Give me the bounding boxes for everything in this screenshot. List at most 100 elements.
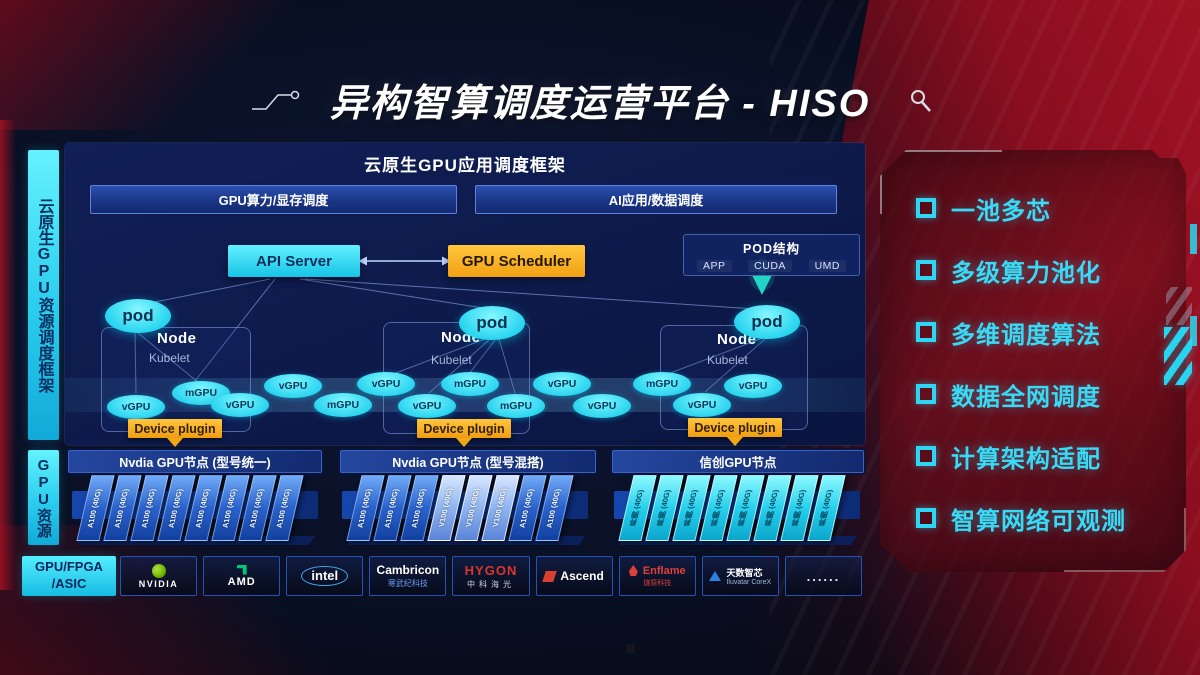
vendor-name: Cambricon <box>376 563 440 577</box>
vendor-row: NVIDIA AMD intel Cambricon 寒武纪科技 HYGON 中… <box>120 556 862 596</box>
amd-icon <box>236 564 247 575</box>
pod-struct-box: POD结构 APP CUDA UMD <box>683 234 860 276</box>
background-red-topleft <box>0 0 330 130</box>
gpu-ellipse: vGPU <box>357 372 415 396</box>
background-red-leftedge <box>0 120 16 590</box>
vendor-iluvatar: 天数智芯 Iluvatar CoreX <box>701 556 779 596</box>
gpu-ellipse: vGPU <box>533 372 591 396</box>
vendor-amd: AMD <box>203 556 281 596</box>
background-red-bottomleft <box>0 525 430 675</box>
vendor-enflame: Enflame 燧原科技 <box>618 556 696 596</box>
vendor-name: 天数智芯 <box>726 568 763 578</box>
vendor-name: NVIDIA <box>138 578 179 589</box>
square-bullet-icon <box>916 260 936 280</box>
nvidia-icon <box>151 563 166 578</box>
panel-corner-accent-br <box>1064 508 1186 572</box>
rail-cloud-native-gpu-framework: 云原生GPU资源调度框架 <box>28 150 59 440</box>
api-server-box: API Server <box>228 245 360 277</box>
bar-gpu-compute-memory-scheduling: GPU算力/显存调度 <box>90 185 457 214</box>
slide-indicator-dot <box>626 644 635 653</box>
intel-logo: intel <box>301 566 349 586</box>
gpu-ellipse: mGPU <box>172 381 230 405</box>
pod-struct-item-cuda: CUDA <box>748 260 792 272</box>
rail-hardware-line2: /ASIC <box>51 576 87 591</box>
gpu-card-group-2: A100 (40G) A100 (40G) A100 (40G) V100 (4… <box>342 474 588 552</box>
triangle-icon <box>709 571 722 581</box>
flame-icon <box>628 565 638 576</box>
gpu-ellipse: vGPU <box>211 393 269 417</box>
ascend-icon <box>542 570 558 582</box>
gpu-card-group-1: A100 (40G) A100 (40G) A100 (40G) A100 (4… <box>72 474 318 552</box>
gpu-node-label-2: Nvdia GPU节点 (型号混搭) <box>340 450 596 473</box>
feature-item: 一池多芯 <box>916 190 1176 226</box>
vendor-subname: 中科海光 <box>466 579 515 589</box>
square-bullet-icon <box>916 198 936 218</box>
feature-item: 多维调度算法 <box>916 314 1176 350</box>
gpu-ellipse: vGPU <box>724 374 782 398</box>
vendor-intel: intel <box>286 556 364 596</box>
bar-ai-app-data-scheduling: AI应用/数据调度 <box>475 185 837 214</box>
hazard-stripes-grey <box>1166 287 1192 325</box>
vendor-ascend: Ascend <box>535 556 613 596</box>
vendor-more: ...... <box>784 556 862 596</box>
device-plugin-2: Device plugin <box>417 419 511 438</box>
vendor-cambricon: Cambricon 寒武纪科技 <box>369 556 447 596</box>
square-bullet-icon <box>916 322 936 342</box>
gpu-node-label-3: 信创GPU节点 <box>612 450 864 473</box>
device-plugin-1: Device plugin <box>128 419 222 438</box>
gpu-ellipse: mGPU <box>487 394 545 418</box>
gpu-ellipse: vGPU <box>398 394 456 418</box>
square-bullet-icon <box>916 508 936 528</box>
rail-gpu-fpga-asic: GPU/FPGA /ASIC <box>22 556 116 596</box>
gpu-card-group-3: 昇腾 (40G) 昇腾 (40G) 昇腾 (40G) 昇腾 (40G) 昇腾 (… <box>614 474 860 552</box>
node2-kubelet: Kubelet <box>431 353 472 367</box>
feature-item: 计算架构适配 <box>916 438 1176 474</box>
rail-hardware-line1: GPU/FPGA <box>35 559 103 575</box>
node3-kubelet: Kubelet <box>707 353 748 367</box>
device-plugin-arrow-2 <box>456 438 472 447</box>
vendor-subname: Iluvatar CoreX <box>726 579 772 586</box>
panel-corner-accent-tl <box>880 150 1002 214</box>
gpu-ellipse: mGPU <box>633 372 691 396</box>
vendor-name: HYGON <box>464 562 518 578</box>
hazard-stripes-cyan <box>1164 327 1192 385</box>
node1-kubelet: Kubelet <box>149 351 190 365</box>
vendor-name: Ascend <box>560 569 604 583</box>
vendor-subname: 燧原科技 <box>643 579 672 587</box>
pod-ellipse-2: pod <box>459 306 525 340</box>
gpu-node-label-1: Nvdia GPU节点 (型号统一) <box>68 450 322 473</box>
magnifier-icon <box>911 90 931 112</box>
node1-label: Node <box>157 330 197 347</box>
square-bullet-icon <box>916 446 936 466</box>
gpu-scheduler-box: GPU Scheduler <box>448 245 585 277</box>
feature-item: 多级算力池化 <box>916 252 1176 288</box>
page-title: 异构智算调度运营平台 - HISO <box>329 83 871 125</box>
circuit-decor-icon <box>252 90 300 110</box>
feature-item: 智算网络可观测 <box>916 500 1176 536</box>
pod-ellipse-3: pod <box>734 305 800 339</box>
scheduler-panel: 云原生GPU应用调度框架 GPU算力/显存调度 AI应用/数据调度 API Se… <box>65 143 865 447</box>
pod-struct-item-umd: UMD <box>808 260 846 272</box>
panel-header: 云原生GPU应用调度框架 <box>364 156 566 175</box>
pod-struct-title: POD结构 <box>742 242 801 256</box>
gpu-ellipse: mGPU <box>441 372 499 396</box>
device-plugin-3: Device plugin <box>688 418 782 437</box>
gpu-ellipse: mGPU <box>314 393 372 417</box>
vendor-name: Enflame <box>642 564 686 577</box>
ellipsis-label: ...... <box>806 568 841 584</box>
feature-panel <box>880 150 1186 572</box>
vendor-hygon: HYGON 中科海光 <box>452 556 530 596</box>
pod-struct-item-app: APP <box>697 260 732 272</box>
feature-item: 数据全网调度 <box>916 376 1176 412</box>
feature-list: 一池多芯 多级算力池化 多维调度算法 数据全网调度 计算架构适配 智算网络可观测 <box>916 190 1176 562</box>
gpu-ellipse: vGPU <box>573 394 631 418</box>
vendor-subname: 寒武纪科技 <box>387 579 428 588</box>
device-plugin-arrow-3 <box>727 437 743 446</box>
gpu-ellipse: vGPU <box>673 393 731 417</box>
vendor-nvidia: NVIDIA <box>120 556 198 596</box>
vendor-name: AMD <box>227 575 256 588</box>
gpu-ellipse: vGPU <box>107 395 165 419</box>
rail-gpu-resource: GPU资源 <box>28 450 59 545</box>
edge-tick-1 <box>1190 224 1197 254</box>
gpu-ellipse: vGPU <box>264 374 322 398</box>
